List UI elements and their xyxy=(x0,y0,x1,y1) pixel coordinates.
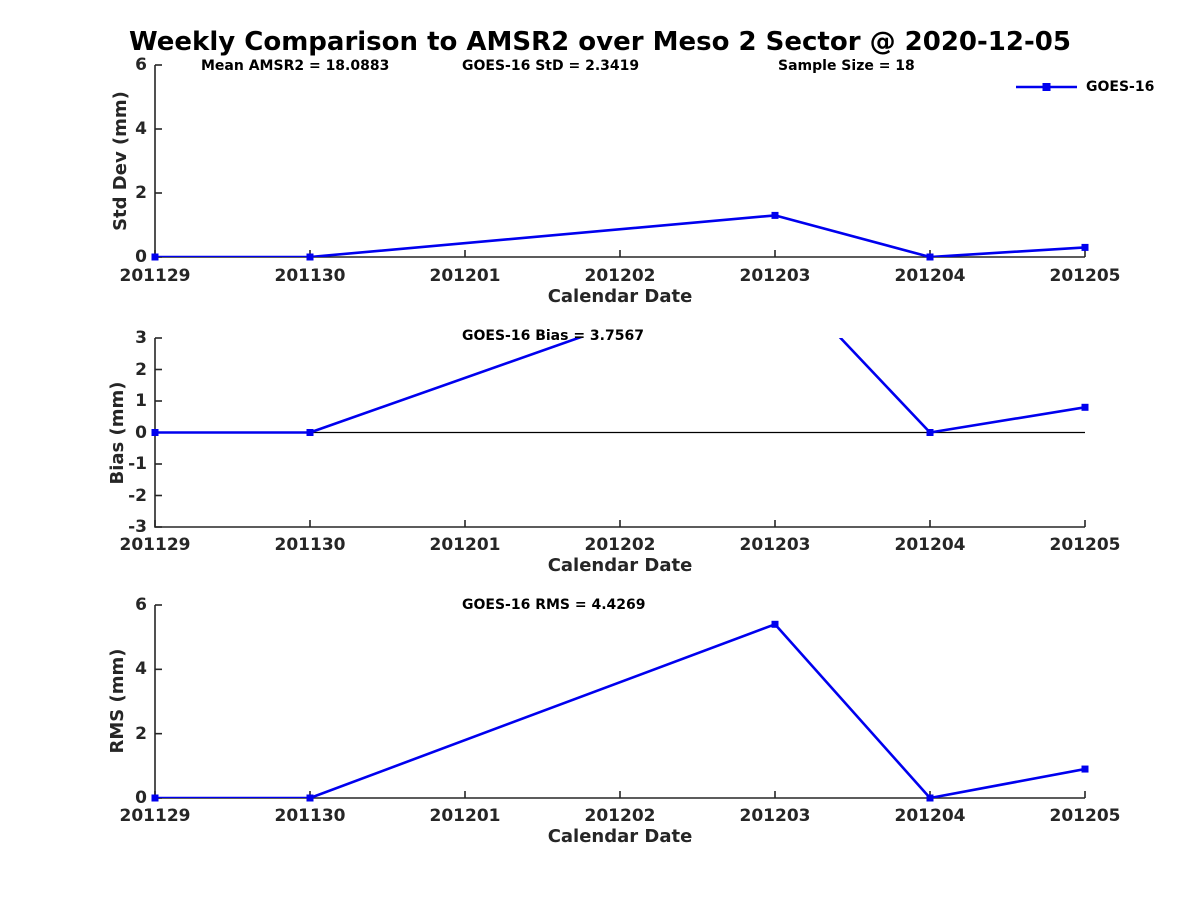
annotation-bias: GOES-16 Bias = 3.7567 xyxy=(462,328,644,344)
y-tick-label: 3 xyxy=(135,328,147,348)
x-tick-label: 201201 xyxy=(429,535,501,555)
x-tick-label: 201129 xyxy=(119,266,191,286)
xlabel-subplot-3: Calendar Date xyxy=(547,826,693,847)
y-tick-label: 2 xyxy=(135,723,147,744)
x-tick-label: 201130 xyxy=(274,535,346,555)
xlabel-subplot-2: Calendar Date xyxy=(547,555,693,576)
stat-goes16-std: GOES-16 StD = 2.3419 xyxy=(462,58,640,74)
x-tick-label: 201129 xyxy=(119,535,191,555)
y-tick-label: 0 xyxy=(135,247,147,267)
x-tick-label: 201205 xyxy=(1049,535,1121,555)
x-tick-label: 201202 xyxy=(584,535,656,555)
x-tick-label: 201204 xyxy=(894,535,966,555)
x-tick-label: 201202 xyxy=(584,266,656,286)
x-tick-label: 201202 xyxy=(584,806,656,826)
ylabel-stddev: Std Dev (mm) xyxy=(110,91,131,231)
y-tick-label: 4 xyxy=(135,119,147,139)
y-tick-label: -2 xyxy=(128,485,147,506)
y-tick-label: 6 xyxy=(135,55,147,75)
x-tick-label: 201129 xyxy=(119,806,191,826)
x-tick-label: 201205 xyxy=(1049,266,1121,286)
x-tick-label: 201203 xyxy=(739,535,811,555)
legend-label: GOES-16 xyxy=(1086,79,1155,95)
stat-mean-amsr2: Mean AMSR2 = 18.0883 xyxy=(201,58,390,74)
annotation-rms: GOES-16 RMS = 4.4269 xyxy=(462,597,646,613)
x-tick-label: 201130 xyxy=(274,266,346,286)
y-tick-label: 4 xyxy=(135,659,147,680)
x-tick-label: 201205 xyxy=(1049,806,1121,826)
chart-title: Weekly Comparison to AMSR2 over Meso 2 S… xyxy=(129,27,1071,57)
xlabel-subplot-1: Calendar Date xyxy=(547,286,693,307)
x-tick-label: 201204 xyxy=(894,266,966,286)
stat-sample-size: Sample Size = 18 xyxy=(778,58,915,74)
y-tick-label: 0 xyxy=(135,788,147,808)
y-tick-label: 2 xyxy=(135,359,147,380)
y-tick-label: -1 xyxy=(128,454,147,474)
x-tick-label: 201130 xyxy=(274,806,346,826)
x-tick-label: 201201 xyxy=(429,806,501,826)
y-tick-label: 0 xyxy=(135,422,147,443)
y-tick-label: -3 xyxy=(128,517,147,537)
x-tick-label: 201204 xyxy=(894,806,966,826)
y-tick-label: 6 xyxy=(135,595,147,615)
y-tick-label: 2 xyxy=(135,183,147,203)
x-tick-label: 201203 xyxy=(739,266,811,286)
x-tick-label: 201201 xyxy=(429,266,501,286)
x-tick-label: 201203 xyxy=(739,806,811,826)
y-tick-label: 1 xyxy=(135,391,147,411)
